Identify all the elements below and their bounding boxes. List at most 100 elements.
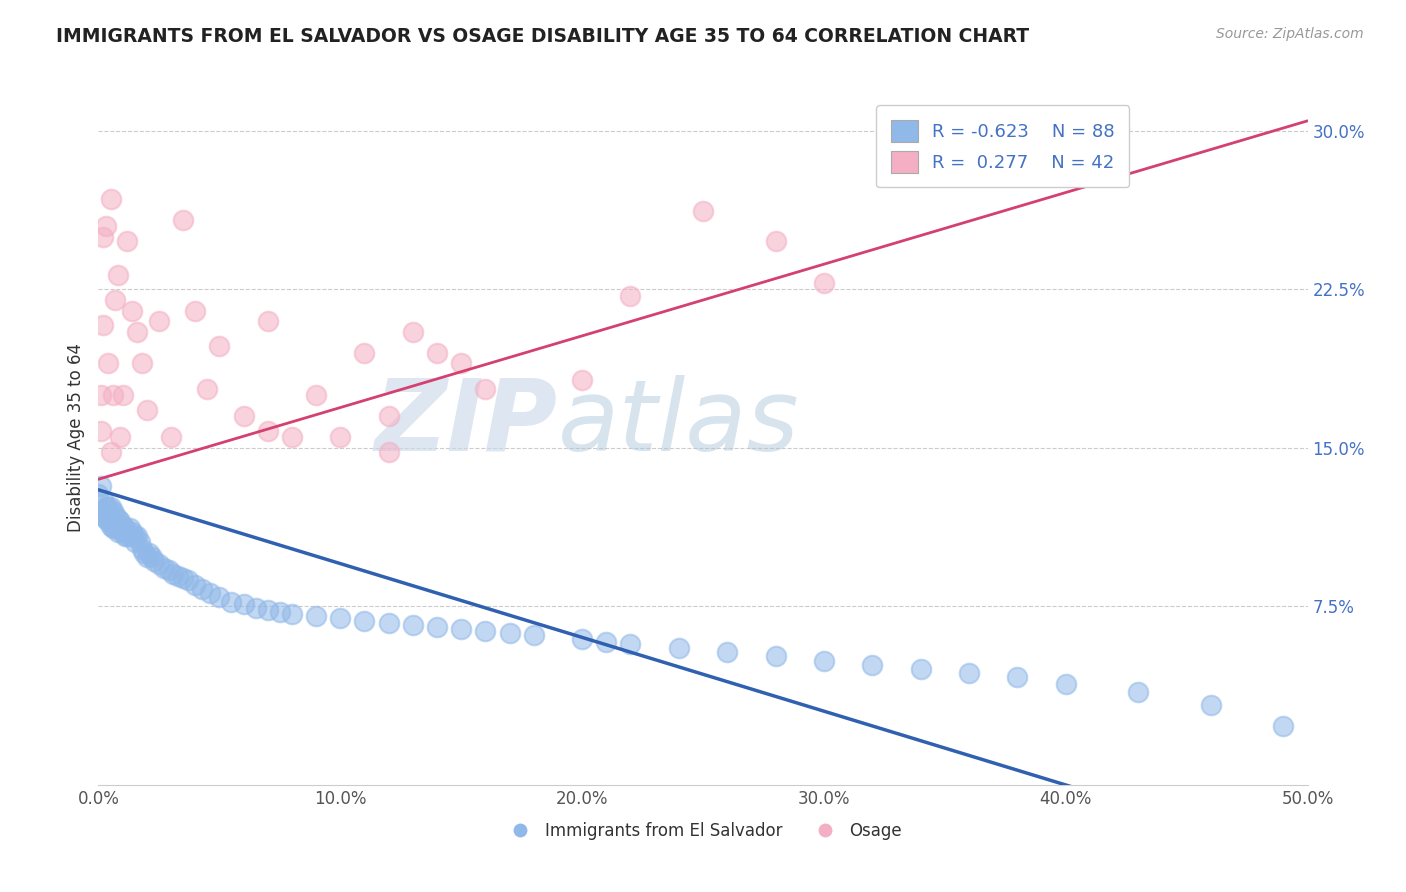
Point <box>104 508 127 522</box>
Point <box>1272 719 1295 733</box>
Point <box>329 430 352 444</box>
Point <box>121 303 143 318</box>
Point <box>117 529 139 543</box>
Point <box>1054 677 1077 691</box>
Point <box>281 430 304 444</box>
Text: Source: ZipAtlas.com: Source: ZipAtlas.com <box>1216 27 1364 41</box>
Y-axis label: Disability Age 35 to 64: Disability Age 35 to 64 <box>66 343 84 532</box>
Point <box>860 657 883 672</box>
Point <box>87 487 110 501</box>
Point <box>571 632 593 647</box>
Point <box>305 609 328 624</box>
Point <box>134 546 156 560</box>
Point <box>107 268 129 282</box>
Point <box>100 445 122 459</box>
Point <box>90 508 112 522</box>
Point <box>245 600 267 615</box>
Point <box>97 356 120 370</box>
Point <box>127 529 149 543</box>
Point <box>91 493 114 508</box>
Point <box>172 213 194 227</box>
Point <box>100 512 122 526</box>
Point <box>208 339 231 353</box>
Point <box>131 541 153 556</box>
Point <box>716 645 738 659</box>
Point <box>97 500 120 514</box>
Point <box>91 508 114 522</box>
Point <box>765 649 787 664</box>
Point <box>108 521 131 535</box>
Point <box>198 586 221 600</box>
Point <box>148 314 170 328</box>
Point <box>117 524 139 539</box>
Point <box>152 561 174 575</box>
Text: ZIP: ZIP <box>375 375 558 472</box>
Point <box>104 293 127 307</box>
Point <box>100 192 122 206</box>
Point <box>124 535 146 549</box>
Point <box>353 345 375 359</box>
Point <box>377 445 399 459</box>
Point <box>523 628 546 642</box>
Point <box>101 521 124 535</box>
Point <box>426 345 449 359</box>
Point <box>94 500 117 514</box>
Point <box>104 515 127 529</box>
Point <box>957 666 980 681</box>
Point <box>619 637 641 651</box>
Point <box>124 529 146 543</box>
Point <box>127 325 149 339</box>
Point <box>269 605 291 619</box>
Text: IMMIGRANTS FROM EL SALVADOR VS OSAGE DISABILITY AGE 35 TO 64 CORRELATION CHART: IMMIGRANTS FROM EL SALVADOR VS OSAGE DIS… <box>56 27 1029 45</box>
Point <box>90 478 112 492</box>
Point <box>765 234 787 248</box>
Point <box>94 219 117 234</box>
Point <box>172 571 194 585</box>
Point <box>117 234 139 248</box>
Point <box>101 504 124 518</box>
Point <box>1199 698 1222 712</box>
Point <box>184 303 207 318</box>
Point <box>474 382 496 396</box>
Point <box>121 524 143 539</box>
Point <box>160 430 183 444</box>
Point <box>107 512 129 526</box>
Point <box>111 524 134 539</box>
Point <box>910 662 932 676</box>
Point <box>91 318 114 333</box>
Point <box>619 289 641 303</box>
Point <box>256 314 278 328</box>
Point <box>184 577 207 591</box>
Point <box>97 508 120 522</box>
Point <box>138 546 160 560</box>
Point <box>208 591 231 605</box>
Point <box>91 229 114 244</box>
Point <box>90 388 112 402</box>
Point <box>162 567 184 582</box>
Point <box>94 512 117 526</box>
Point <box>402 325 425 339</box>
Point <box>114 521 136 535</box>
Point <box>107 518 129 533</box>
Point <box>118 521 141 535</box>
Point <box>191 582 214 596</box>
Point <box>692 204 714 219</box>
Point <box>177 574 200 588</box>
Point <box>232 597 254 611</box>
Point <box>141 550 163 565</box>
Point <box>114 529 136 543</box>
Point <box>377 409 399 423</box>
Point <box>135 402 157 417</box>
Point <box>305 388 328 402</box>
Point <box>100 500 122 514</box>
Point <box>256 603 278 617</box>
Point <box>128 535 150 549</box>
Point <box>813 654 835 668</box>
Point <box>108 430 131 444</box>
Point <box>1007 670 1029 684</box>
Point <box>97 515 120 529</box>
Point <box>595 634 617 648</box>
Point <box>450 622 472 636</box>
Point <box>571 373 593 387</box>
Point <box>221 594 243 608</box>
